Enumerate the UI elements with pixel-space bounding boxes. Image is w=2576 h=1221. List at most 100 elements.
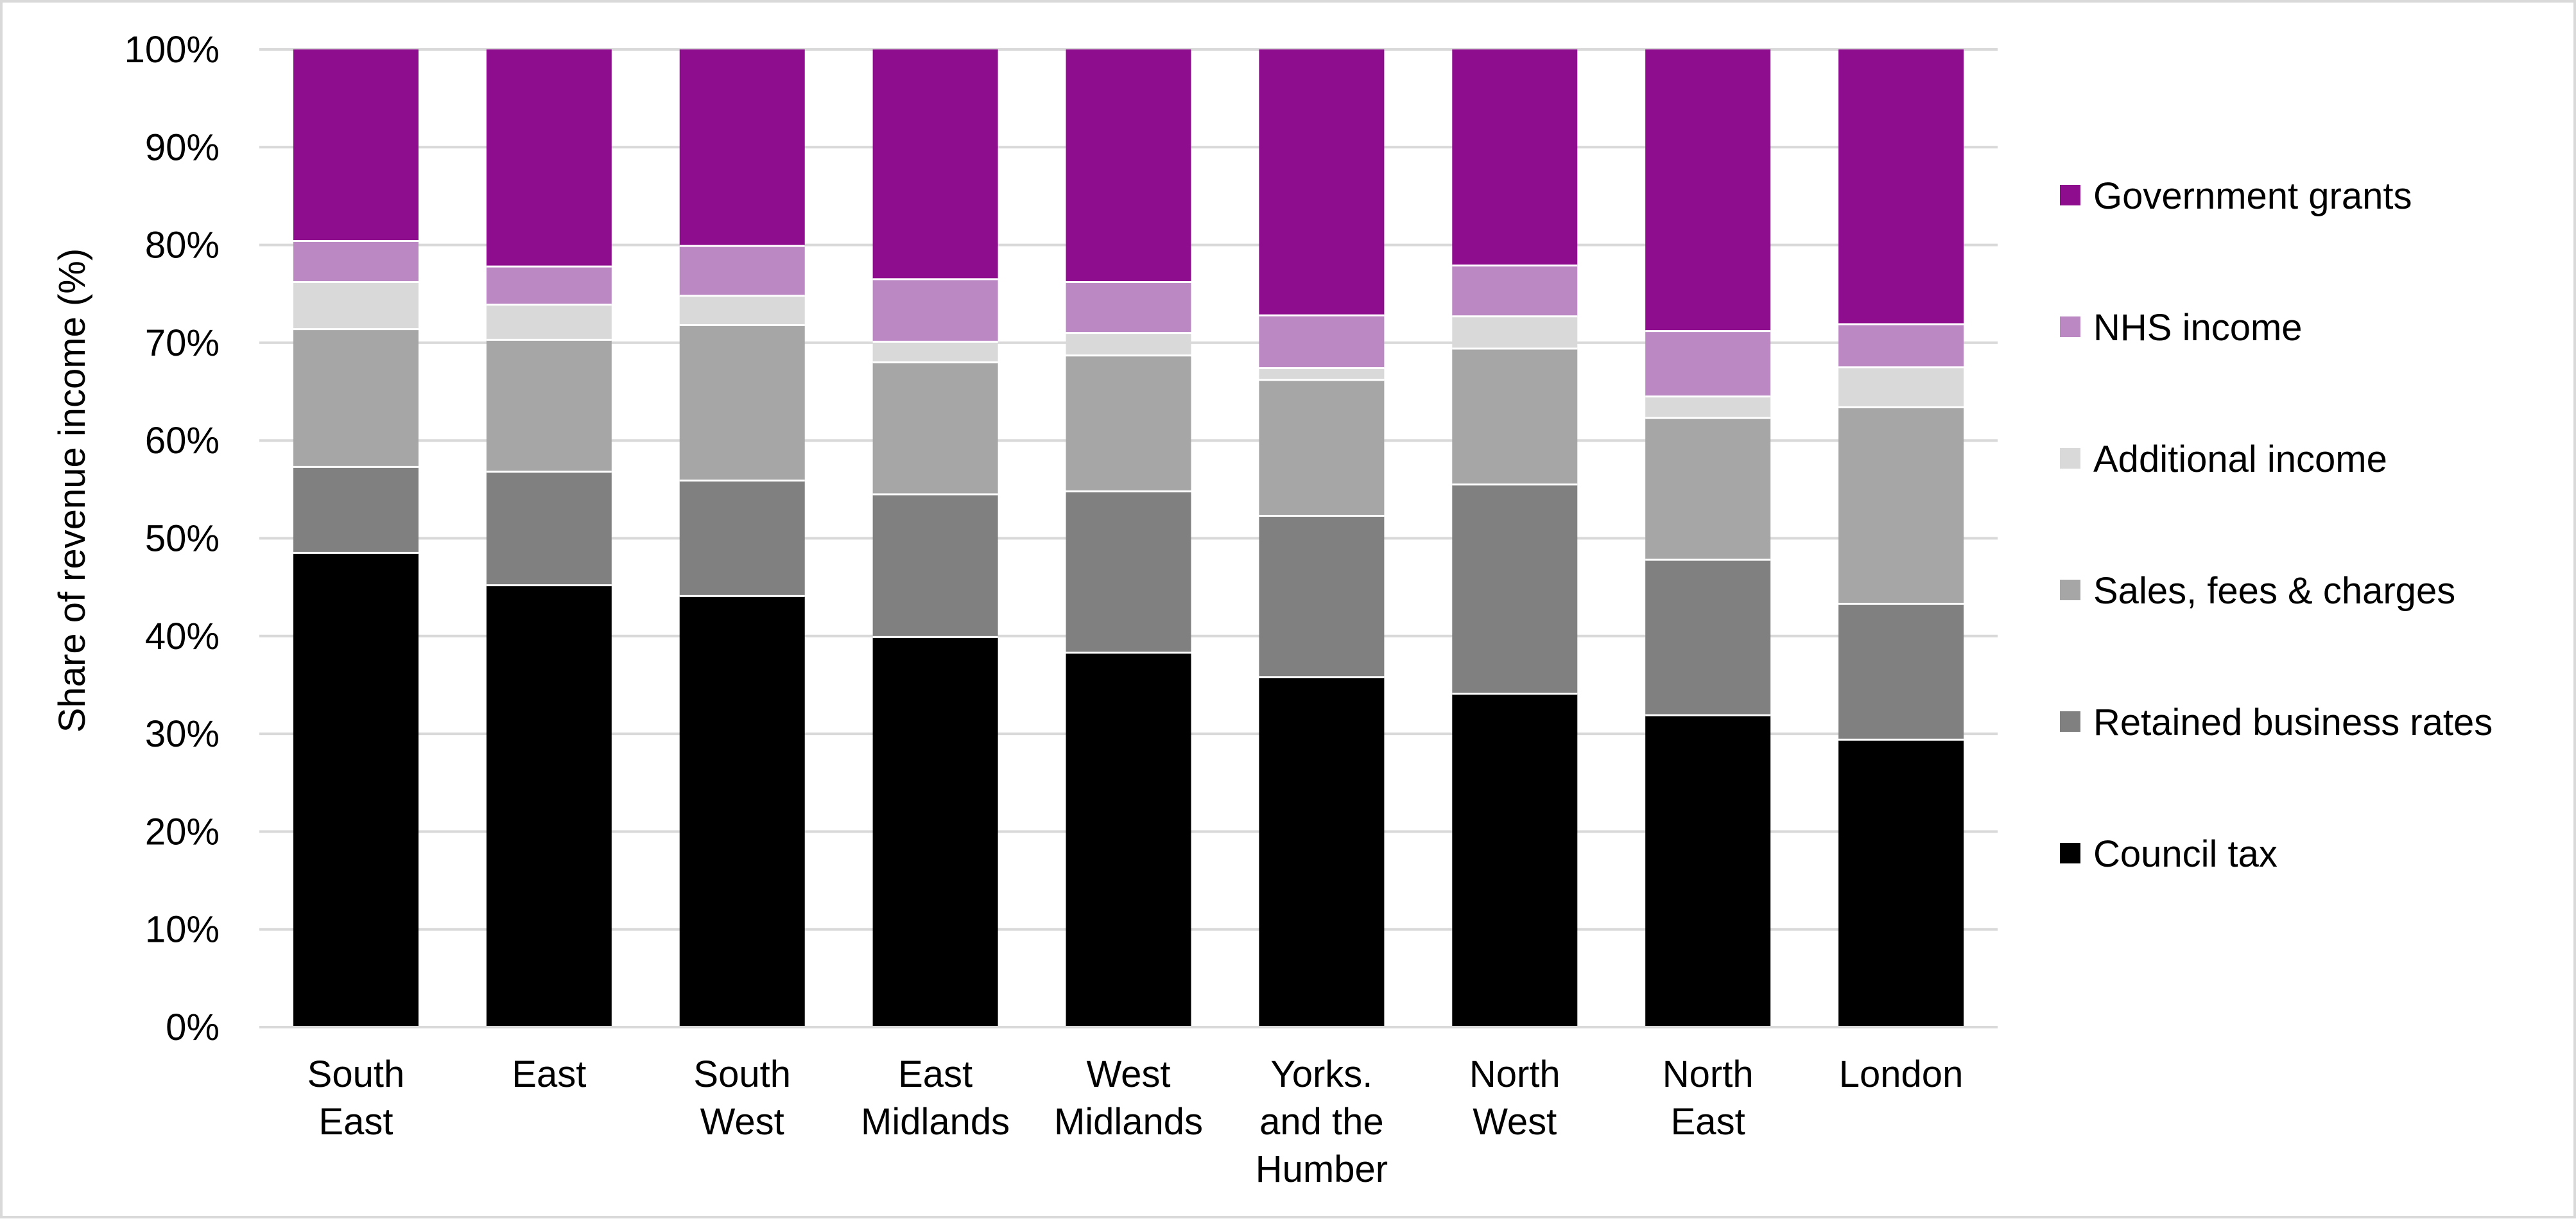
bar-segment-additional-income <box>1066 333 1191 356</box>
x-category-label-line: West <box>700 1101 784 1143</box>
bar-segment-council-tax <box>1066 652 1191 1027</box>
x-category-label-line: East <box>898 1053 972 1095</box>
legend-swatch <box>2060 843 2080 863</box>
bar-segment-retained-business-rates <box>293 467 419 553</box>
x-category-label: West Midlands <box>1054 1053 1203 1143</box>
legend-label: Council tax <box>2093 833 2278 875</box>
x-category-label-line: South <box>693 1053 791 1095</box>
x-category-label-line: West <box>1086 1053 1170 1095</box>
legend: Government grants NHS income Additional in… <box>2060 175 2493 875</box>
x-category-label: East <box>512 1053 586 1095</box>
x-category-label: North East <box>1663 1053 1754 1143</box>
bar-segment-government-grants <box>293 49 419 241</box>
x-category-label-line: North <box>1469 1053 1560 1095</box>
bar-segment-sales-fees-charges <box>486 340 612 472</box>
x-category-label-line: East <box>512 1053 586 1095</box>
y-tick-label: 100% <box>125 29 220 71</box>
bar-segment-additional-income <box>1259 368 1385 380</box>
bar-segment-sales-fees-charges <box>1452 349 1578 485</box>
y-tick-label: 80% <box>145 225 220 266</box>
bar-segment-retained-business-rates <box>679 480 805 596</box>
bar-segment-nhs-income <box>679 246 805 296</box>
bar-segment-additional-income <box>872 342 998 363</box>
x-category-label: Yorks. and the Humber <box>1256 1053 1388 1190</box>
x-category-label-line: and the <box>1259 1101 1384 1143</box>
bar-segment-council-tax <box>486 585 612 1027</box>
bar-segment-additional-income <box>293 282 419 329</box>
bar-segment-council-tax <box>1838 740 1964 1027</box>
bar-segment-government-grants <box>1066 49 1191 282</box>
bar-segment-nhs-income <box>872 279 998 342</box>
bar-segment-council-tax <box>1452 693 1578 1027</box>
bar-segment-retained-business-rates <box>1452 484 1578 694</box>
y-tick-label: 10% <box>145 909 220 951</box>
bar-segment-sales-fees-charges <box>872 362 998 494</box>
y-axis-title: Share of revenue income (%) <box>51 248 93 732</box>
bar-segment-additional-income <box>679 295 805 325</box>
bar-segment-council-tax <box>872 637 998 1027</box>
y-tick-label: 30% <box>145 713 220 755</box>
axes: 0% 10% 20% 30% 40% 50% 60% 70% 80% 90% 100% South Ea… <box>125 29 1998 1190</box>
x-category-label: East Midlands <box>861 1053 1010 1143</box>
legend-swatch <box>2060 316 2080 337</box>
bar-segment-retained-business-rates <box>1259 515 1385 677</box>
y-tick-label: 50% <box>145 518 220 560</box>
x-category-label-line: East <box>1671 1101 1745 1143</box>
legend-swatch <box>2060 711 2080 732</box>
bar-segment-sales-fees-charges <box>1838 407 1964 604</box>
bar-segment-retained-business-rates <box>1645 560 1771 716</box>
bar-segment-nhs-income <box>293 241 419 282</box>
y-tick-label: 70% <box>145 322 220 364</box>
y-tick-label: 20% <box>145 811 220 853</box>
legend-label: Government grants <box>2093 175 2412 217</box>
legend-swatch <box>2060 580 2080 600</box>
bar-segment-government-grants <box>1452 49 1578 266</box>
bar-segment-additional-income <box>486 304 612 340</box>
bar-segment-nhs-income <box>486 266 612 305</box>
y-tick-label: 60% <box>145 420 220 462</box>
x-category-label-line: East <box>318 1101 393 1143</box>
bar-segment-nhs-income <box>1838 324 1964 367</box>
x-category-label: North West <box>1469 1053 1560 1143</box>
bar-segment-nhs-income <box>1066 282 1191 333</box>
legend-label: Additional income <box>2093 438 2387 480</box>
y-tick-label: 40% <box>145 616 220 657</box>
bar-segment-sales-fees-charges <box>1259 379 1385 516</box>
bar-segment-council-tax <box>1645 715 1771 1027</box>
legend-swatch <box>2060 448 2080 469</box>
x-category-label-line: Yorks. <box>1270 1053 1372 1095</box>
bar-segment-additional-income <box>1645 396 1771 419</box>
x-category-label-line: South <box>307 1053 405 1095</box>
bar-segment-retained-business-rates <box>872 494 998 637</box>
x-category-label: London <box>1839 1053 1964 1095</box>
legend-label: Sales, fees & charges <box>2093 570 2455 612</box>
bar-segment-government-grants <box>1259 49 1385 316</box>
bar-segment-sales-fees-charges <box>293 329 419 467</box>
bar-segment-retained-business-rates <box>1066 491 1191 653</box>
bar-segment-retained-business-rates <box>1838 603 1964 740</box>
legend-label: NHS income <box>2093 307 2303 349</box>
legend-label: Retained business rates <box>2093 702 2493 743</box>
stacked-bar-chart: 0% 10% 20% 30% 40% 50% 60% 70% 80% 90% 100% South Ea… <box>51 29 2493 1190</box>
legend-swatch <box>2060 185 2080 205</box>
bar-segment-government-grants <box>679 49 805 247</box>
bar-segment-sales-fees-charges <box>1645 418 1771 560</box>
bar-segment-additional-income <box>1838 367 1964 408</box>
x-category-label: South East <box>307 1053 405 1143</box>
bar-segment-nhs-income <box>1452 265 1578 316</box>
y-tick-label: 90% <box>145 126 220 168</box>
x-category-label-line: Midlands <box>861 1101 1010 1143</box>
bar-segment-government-grants <box>872 49 998 279</box>
bar-segment-sales-fees-charges <box>1066 355 1191 492</box>
x-category-label-line: London <box>1839 1053 1964 1095</box>
bar-segment-retained-business-rates <box>486 471 612 585</box>
bar-segment-nhs-income <box>1259 315 1385 368</box>
bar-segment-council-tax <box>1259 677 1385 1027</box>
x-category-label-line: Humber <box>1256 1148 1388 1190</box>
bar-segment-council-tax <box>293 553 419 1027</box>
x-category-label-line: West <box>1473 1101 1557 1143</box>
bar-segment-government-grants <box>1645 49 1771 331</box>
y-tick-label: 0% <box>166 1007 220 1048</box>
x-category-label-line: Midlands <box>1054 1101 1203 1143</box>
